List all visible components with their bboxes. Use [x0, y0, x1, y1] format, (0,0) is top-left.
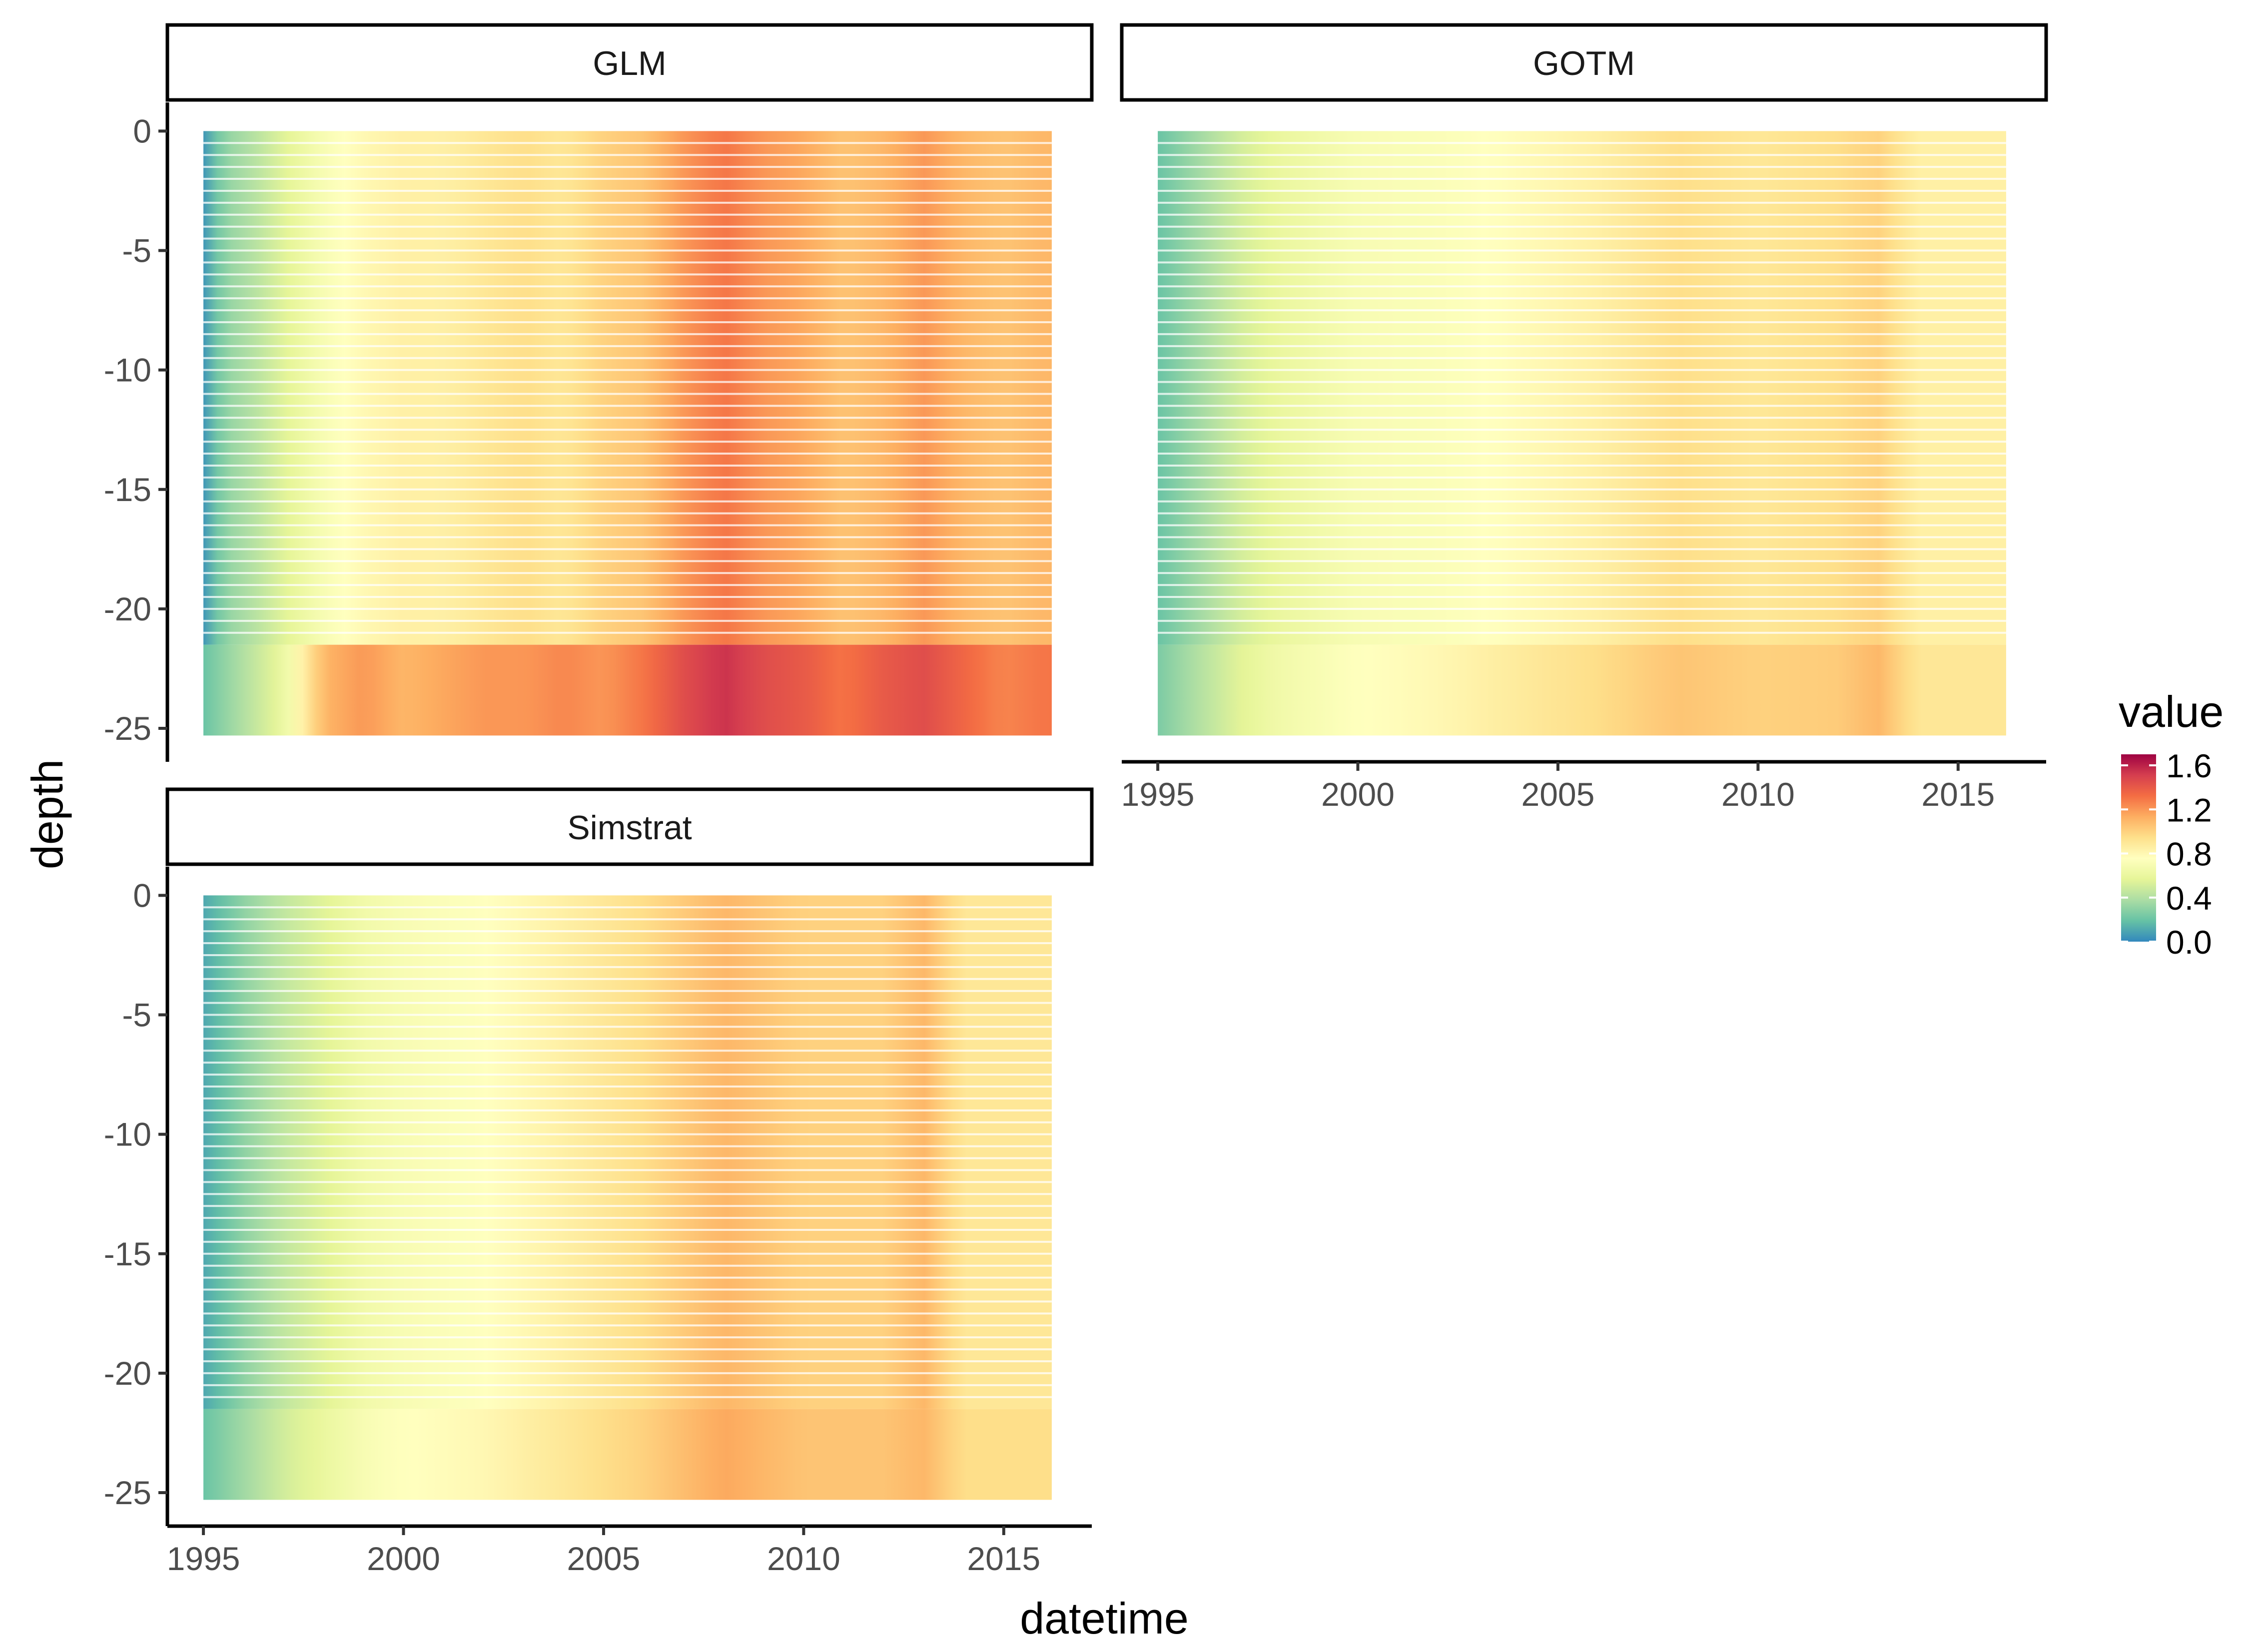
- x-ticks-gotm: 1995 2000 2005 2010 2015: [1121, 762, 1995, 813]
- y-axis-title: depth: [22, 759, 72, 869]
- heatmap-upper-layer: [203, 131, 1052, 645]
- x-tick-label: 2005: [1521, 776, 1595, 813]
- y-ticks-simstrat: 0 -5 -10 -15 -20 -25: [104, 877, 167, 1511]
- strip-label-glm: GLM: [593, 44, 666, 82]
- x-tick-label: 2010: [767, 1540, 840, 1577]
- y-ticks-glm: 0 -5 -10 -15 -20 -25: [104, 112, 167, 747]
- legend-ticks: 1.6 1.2 0.8 0.4 0.0: [2121, 747, 2212, 961]
- y-tick-label: -5: [122, 997, 151, 1034]
- y-tick-label: -20: [104, 590, 151, 627]
- heatmap-glm: [203, 131, 1052, 736]
- heatmap-lower-layer: [203, 644, 1052, 736]
- x-tick-label: 2010: [1721, 776, 1795, 813]
- y-tick-label: -15: [104, 471, 151, 508]
- panel-gotm: GOTM 1995 2000 2005 2010 2015: [1120, 23, 2048, 813]
- x-tick-label: 2015: [1921, 776, 1995, 813]
- strip-glm: [165, 23, 1094, 102]
- legend-label: 0.8: [2166, 836, 2212, 873]
- colorbar-legend: value 1.6 1.2 0.8 0.4 0.0: [2119, 687, 2224, 961]
- y-tick-label: -5: [122, 232, 151, 269]
- heatmap-lower-layer: [203, 1409, 1052, 1500]
- x-tick-label: 2005: [567, 1540, 641, 1577]
- heatmap-upper-layer: [203, 895, 1052, 1409]
- y-tick-label: -15: [104, 1235, 151, 1272]
- x-axis-title: datetime: [1020, 1594, 1189, 1643]
- x-tick-label: 2015: [967, 1540, 1040, 1577]
- x-tick-label: 2000: [1321, 776, 1395, 813]
- x-tick-label: 1995: [167, 1540, 240, 1577]
- strip-gotm: [1120, 23, 2048, 102]
- heatmap-simstrat: [203, 895, 1052, 1500]
- heatmap-upper-layer: [1158, 131, 2006, 645]
- y-tick-label: -25: [104, 1474, 151, 1511]
- legend-title: value: [2119, 687, 2224, 736]
- legend-label: 1.6: [2166, 747, 2212, 784]
- x-ticks-simstrat: 1995 2000 2005 2010 2015: [167, 1526, 1040, 1577]
- strip-simstrat: [165, 787, 1094, 866]
- x-tick-label: 1995: [1121, 776, 1195, 813]
- y-tick-label: -25: [104, 710, 151, 747]
- legend-label: 1.2: [2166, 791, 2212, 828]
- strip-label-gotm: GOTM: [1533, 44, 1635, 82]
- y-tick-label: -20: [104, 1355, 151, 1392]
- y-tick-label: 0: [133, 877, 151, 914]
- legend-label: 0.0: [2166, 924, 2212, 961]
- heatmap-lower-layer: [1158, 644, 2006, 736]
- y-tick-label: -10: [104, 352, 151, 389]
- legend-colorbar: [2121, 754, 2156, 942]
- strip-label-simstrat: Simstrat: [567, 809, 692, 847]
- y-tick-label: 0: [133, 112, 151, 149]
- legend-label: 0.4: [2166, 880, 2212, 917]
- panel-simstrat: Simstrat 0 -5 -10 -15 -20 -25 1995 2000 2005 201…: [104, 787, 1094, 1577]
- y-tick-label: -10: [104, 1116, 151, 1153]
- heatmap-gotm: [1158, 131, 2006, 736]
- x-tick-label: 2000: [367, 1540, 440, 1577]
- panel-glm: GLM 0 -5 -10 -15 -20 -25: [104, 23, 1094, 762]
